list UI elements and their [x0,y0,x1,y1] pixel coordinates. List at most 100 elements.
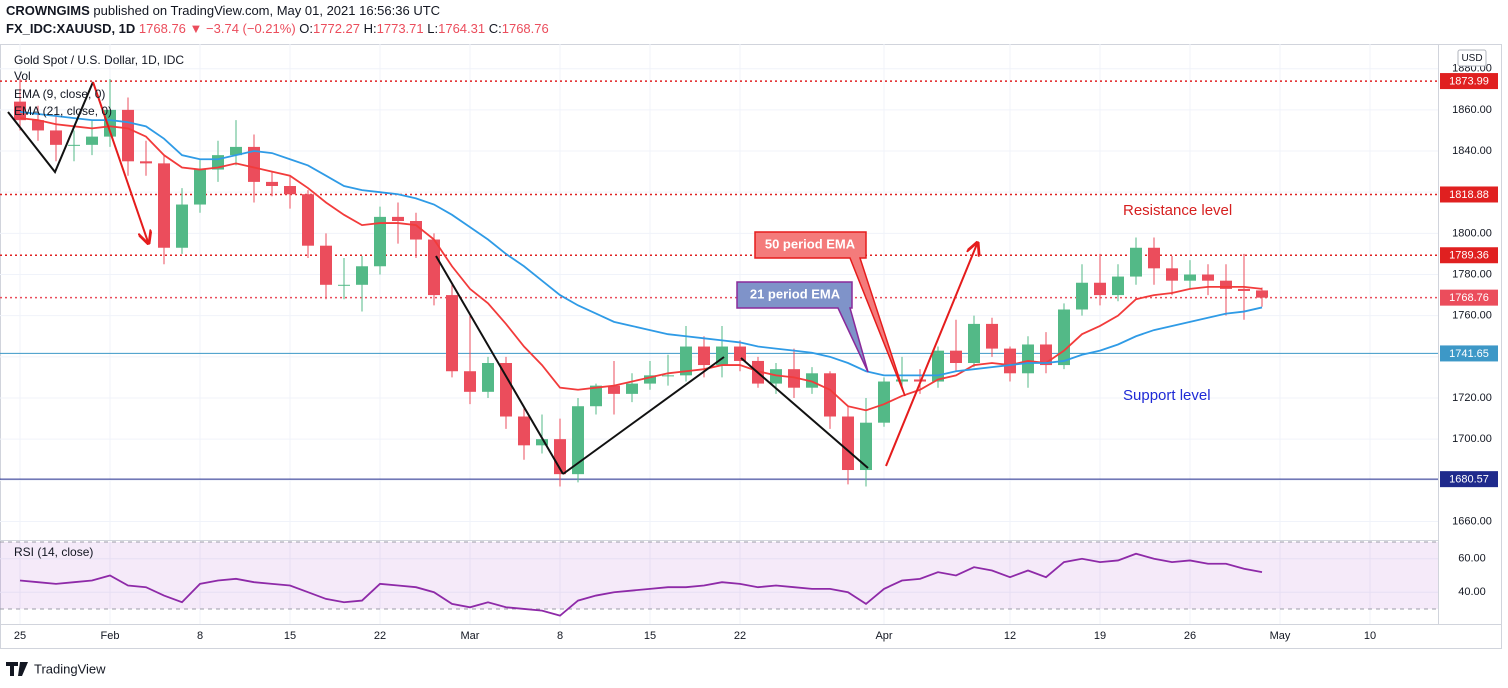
published: published on TradingView.com, May 01, 20… [93,3,440,18]
x-tick-label: 19 [1094,630,1106,642]
candle-body [1076,282,1088,310]
candle-body [338,284,350,286]
candle-body [104,109,116,137]
header-line: CROWNGIMS published on TradingView.com, … [6,3,440,18]
symbol-line: FX_IDC:XAUUSD, 1D 1768.76 ▼ −3.74 (−0.21… [6,21,549,36]
candle-body [86,136,98,145]
candle-body [734,346,746,361]
x-tick-label: 26 [1184,630,1196,642]
candle-body [428,239,440,296]
candle-body [194,169,206,205]
arrow [92,81,148,242]
candle-body [860,422,872,471]
legend-entry: EMA (21, close, 0) [14,104,112,118]
candle-body [158,163,170,248]
candle-body [1094,282,1106,296]
candle-body [1004,348,1016,374]
ohlc-label: H: [364,21,377,36]
candle-body [374,216,386,267]
candle-body [1022,344,1034,374]
legend-title: Gold Spot / U.S. Dollar, 1D, IDC [14,53,184,67]
y-tick-label: 1700.00 [1452,433,1492,445]
drawings: 50 period EMA 21 period EMA Resistance l… [7,81,1232,475]
candle-body [1166,268,1178,281]
callout-box [736,281,869,373]
candle-body [1220,280,1232,289]
candle-body [770,369,782,384]
price-label-box [1440,345,1498,362]
price-label: 1873.99 [1449,75,1489,87]
x-tick-label: May [1270,630,1291,642]
trend-line [7,81,94,174]
ema-line [19,111,1263,377]
y-tick-label: 40.00 [1458,586,1486,598]
y-tick-label: 1800.00 [1452,227,1492,239]
x-tick-label: 22 [374,630,386,642]
candle-body [590,385,602,407]
candle-body [896,379,908,382]
y-tick-label: 1840.00 [1452,145,1492,157]
rsi-band [0,542,1438,609]
candle-body [1130,247,1142,277]
y-tick-label: 60.00 [1458,553,1486,565]
candle-body [680,346,692,376]
y-tick-label: 1660.00 [1452,515,1492,527]
price-label: 1789.36 [1449,250,1489,262]
candle-body [644,375,656,384]
candle-body [842,416,854,471]
x-tick-label: 25 [14,630,26,642]
candle-body [698,346,710,366]
trend-line [562,356,725,475]
symbol: FX_IDC:XAUUSD, 1D [6,21,135,36]
ohlc-value: 1773.71 [377,21,424,36]
candle-body [1058,309,1070,366]
annotation: Resistance level [1123,202,1232,219]
price-label-box [1440,471,1498,488]
candle-body [392,216,404,221]
callout-text: 21 period EMA [750,286,841,301]
y-tick-label: 1780.00 [1452,268,1492,280]
price-label: 1741.65 [1449,348,1489,360]
price-label: 1680.57 [1449,474,1489,486]
ohlc-value: 1764.31 [438,21,485,36]
candle-body [14,101,26,121]
price-label: 1818.88 [1449,189,1489,201]
x-tick-label: 22 [734,630,746,642]
candle-body [536,439,548,446]
candle-body [788,369,800,388]
frame [0,44,1502,649]
candle-body [140,161,152,164]
candle-body [968,323,980,364]
candle-body [248,146,260,182]
x-tick-label: 15 [644,630,656,642]
x-tick-label: 10 [1364,630,1376,642]
change: ▼ −3.74 (−0.21%) [190,21,296,36]
candle-body [1184,274,1196,281]
rsi-line [19,552,1263,617]
x-tick-label: 12 [1004,630,1016,642]
candle-body [302,194,314,246]
candle-body [824,373,836,417]
price-label: 1768.76 [1449,292,1489,304]
candle-body [482,363,494,392]
x-tick-label: Mar [461,630,480,642]
candle-body [1238,288,1250,291]
candle-body [68,144,80,146]
candle-body [320,245,332,285]
candle-body [32,120,44,131]
y-tick-label: 1860.00 [1452,104,1492,116]
candle-body [518,416,530,446]
x-tick-label: Apr [875,630,892,642]
price-label-box [1440,289,1498,306]
x-tick-label: 8 [197,630,203,642]
x-tick-label: Feb [101,630,120,642]
y-tick-label: 1720.00 [1452,392,1492,404]
trend-line [740,357,869,469]
price-label-box [1440,186,1498,203]
annotation: Support level [1123,387,1211,404]
currency-box [1457,49,1487,67]
callout-text: 50 period EMA [765,236,856,251]
callout-box [754,231,906,397]
candle-body [986,323,998,349]
